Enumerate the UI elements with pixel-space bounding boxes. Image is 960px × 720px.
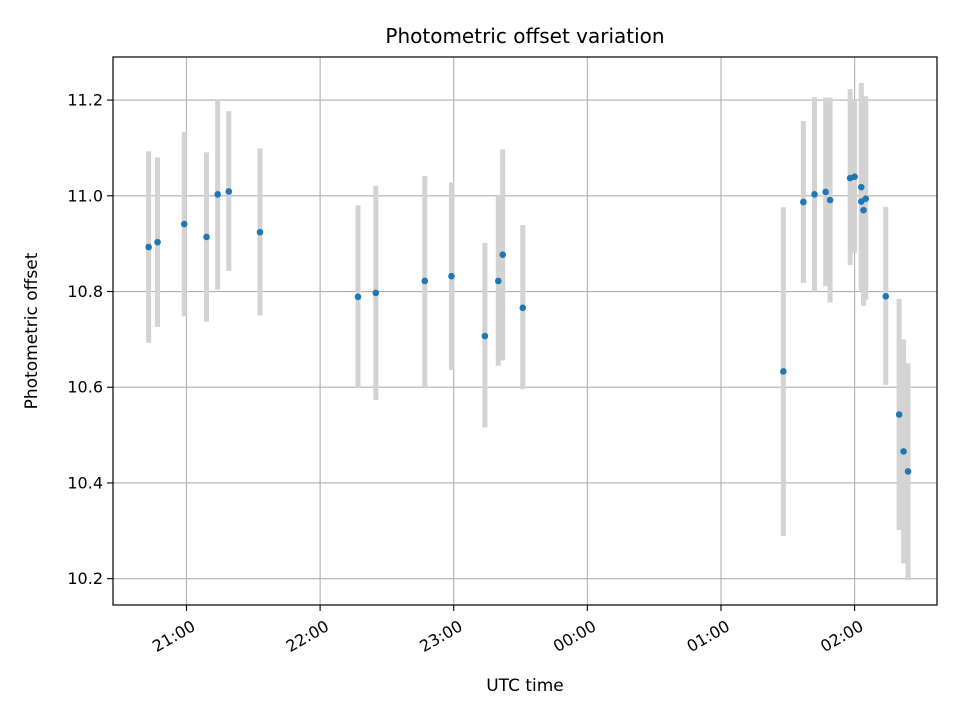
data-point bbox=[448, 272, 455, 280]
data-point bbox=[499, 251, 507, 258]
data-point bbox=[145, 243, 152, 251]
y-tick-label: 10.8 bbox=[67, 282, 103, 301]
data-point bbox=[494, 277, 502, 285]
y-axis-label: Photometric offset bbox=[22, 252, 42, 409]
plot-area-frame bbox=[112, 56, 938, 606]
data-point bbox=[203, 233, 210, 241]
y-tick-label: 11.0 bbox=[67, 186, 103, 205]
data-point bbox=[154, 238, 161, 246]
data-point bbox=[811, 191, 818, 198]
data-point bbox=[256, 228, 264, 236]
y-tick-label: 10.2 bbox=[67, 569, 103, 588]
data-point bbox=[900, 448, 907, 455]
data-point bbox=[895, 411, 903, 418]
data-point bbox=[882, 293, 890, 300]
data-point bbox=[822, 188, 829, 196]
data-point bbox=[214, 191, 221, 198]
data-point bbox=[225, 188, 233, 195]
data-point bbox=[180, 220, 188, 228]
data-point bbox=[904, 468, 912, 475]
y-tick-label: 11.2 bbox=[67, 91, 103, 110]
data-points bbox=[145, 173, 912, 475]
data-point bbox=[851, 173, 858, 180]
data-point bbox=[862, 195, 870, 202]
data-point bbox=[481, 332, 489, 340]
data-point bbox=[860, 206, 867, 214]
data-point bbox=[519, 304, 527, 312]
data-point bbox=[421, 277, 429, 285]
y-tick-label: 10.4 bbox=[67, 473, 103, 492]
data-point bbox=[826, 196, 834, 204]
data-point bbox=[780, 368, 787, 375]
data-point bbox=[354, 293, 362, 301]
data-point bbox=[372, 289, 380, 297]
chart-title: Photometric offset variation bbox=[385, 24, 664, 48]
x-axis-label: UTC time bbox=[486, 676, 564, 696]
y-tick-label: 10.6 bbox=[67, 378, 103, 397]
data-point bbox=[800, 198, 807, 206]
data-point bbox=[857, 183, 865, 191]
